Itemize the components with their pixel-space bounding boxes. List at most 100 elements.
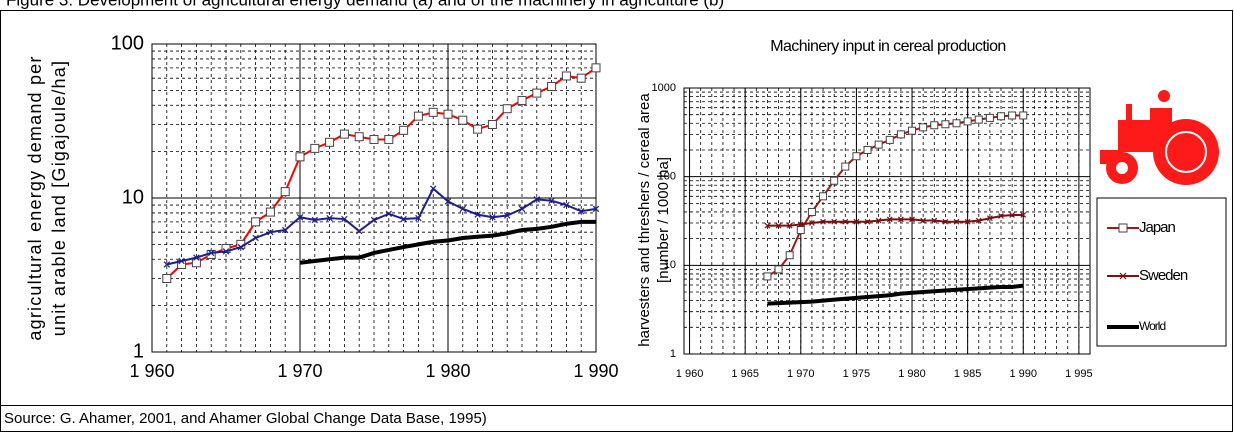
marker xyxy=(942,218,949,225)
marker xyxy=(517,95,527,105)
marker xyxy=(310,143,320,153)
marker xyxy=(964,218,971,225)
marker xyxy=(369,134,379,144)
marker xyxy=(252,234,259,242)
marker xyxy=(355,227,363,235)
y-tick-label: 100 xyxy=(111,32,144,54)
marker xyxy=(786,222,793,229)
marker xyxy=(841,162,850,171)
marker xyxy=(281,226,289,234)
legend-marker xyxy=(1119,272,1127,280)
marker xyxy=(886,216,893,223)
marker xyxy=(796,226,805,235)
marker xyxy=(1020,212,1027,218)
marker xyxy=(863,145,872,154)
marker xyxy=(399,125,409,135)
x-tick-label: 1 995 xyxy=(1065,368,1093,380)
y-axis-label: harvesters and threshers / cereal area xyxy=(636,93,653,347)
marker xyxy=(459,205,467,213)
marker xyxy=(547,81,557,91)
tractor-exhaust xyxy=(1126,104,1132,122)
marker xyxy=(458,115,468,125)
marker xyxy=(429,185,437,192)
y-tick-label: 10 xyxy=(122,186,144,208)
tractor-hub xyxy=(1116,162,1128,174)
x-tick-label: 1 965 xyxy=(731,368,759,380)
marker xyxy=(280,187,290,197)
plot-frame xyxy=(683,87,1091,355)
x-tick-label: 1 980 xyxy=(425,361,470,381)
marker xyxy=(874,140,883,149)
x-tick-label: 1 985 xyxy=(954,368,982,380)
marker xyxy=(952,119,961,128)
marker xyxy=(809,220,815,226)
marker xyxy=(896,130,905,139)
marker xyxy=(487,120,497,130)
marker xyxy=(561,71,571,81)
y-axis-label: agricultural energy demand per xyxy=(25,55,45,340)
marker xyxy=(326,214,333,222)
x-tick-label: 1 970 xyxy=(787,368,815,380)
marker xyxy=(207,249,215,257)
marker xyxy=(413,111,423,121)
marker xyxy=(221,243,231,253)
marker xyxy=(763,272,772,281)
marker xyxy=(819,192,828,201)
marker xyxy=(265,207,275,217)
x-tick-label: 1 970 xyxy=(277,361,322,381)
y-tick-label: 1 xyxy=(133,340,144,362)
plot-frame xyxy=(151,43,597,353)
marker xyxy=(576,73,586,83)
x-tick-label: 1 960 xyxy=(676,368,704,380)
marker xyxy=(428,107,438,117)
legend-label: World xyxy=(1139,319,1165,333)
marker xyxy=(400,215,407,223)
marker xyxy=(384,134,394,144)
marker xyxy=(222,248,230,255)
series-line xyxy=(166,187,597,266)
legend-symbol xyxy=(1118,223,1128,233)
tractor-rim xyxy=(1165,131,1207,173)
marker xyxy=(998,213,1004,219)
marker xyxy=(267,228,274,236)
caption: Figure 3: Development of agricultural en… xyxy=(6,0,724,9)
marker xyxy=(852,152,861,161)
marker xyxy=(532,88,542,98)
marker xyxy=(325,137,335,147)
marker xyxy=(548,197,555,204)
marker xyxy=(444,198,452,205)
x-tick-label: 1 960 xyxy=(129,361,174,381)
marker xyxy=(797,221,804,228)
series-line xyxy=(767,213,1024,227)
marker xyxy=(577,208,585,215)
x-tick-label: 1 990 xyxy=(1009,368,1037,380)
marker xyxy=(474,211,481,218)
marker xyxy=(974,115,983,124)
marker xyxy=(251,217,261,227)
marker xyxy=(985,113,994,122)
marker xyxy=(296,214,304,221)
chart-title: Machinery input in cereal production xyxy=(770,38,1005,55)
marker xyxy=(1009,212,1016,218)
marker xyxy=(830,176,839,185)
legend-label: Sweden xyxy=(1139,267,1188,284)
x-tick-label: 1 980 xyxy=(898,368,926,380)
marker xyxy=(489,214,496,221)
y-axis-label: [number / 1000 ha] xyxy=(655,157,672,283)
y-tick-label: 100 xyxy=(658,171,676,183)
marker xyxy=(941,120,950,129)
marker xyxy=(193,254,200,261)
marker xyxy=(533,196,541,203)
tractor-icon xyxy=(1100,90,1219,185)
marker xyxy=(975,217,982,224)
marker xyxy=(820,218,826,225)
y-tick-label: 1000 xyxy=(652,82,676,94)
marker xyxy=(354,132,364,142)
y-tick-label: 10 xyxy=(664,259,676,271)
y-tick-label: 1 xyxy=(670,348,676,360)
marker xyxy=(842,218,849,225)
series-line xyxy=(767,283,1024,306)
marker xyxy=(518,205,526,213)
